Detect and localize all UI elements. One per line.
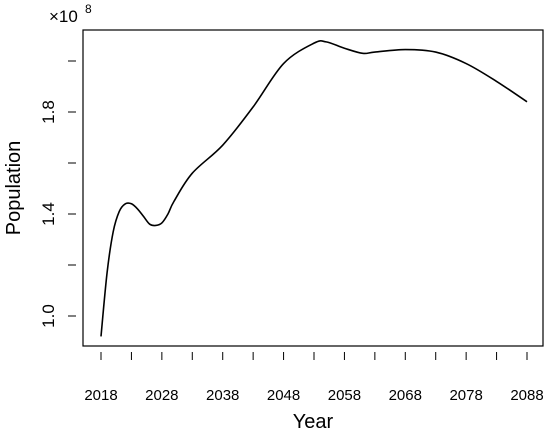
y-axis-label: Population	[3, 141, 25, 236]
x-tick-label: 2028	[145, 387, 178, 404]
x-tick-label: 2088	[510, 387, 543, 404]
series-layer	[100, 40, 528, 337]
y-tick-label: 1.8	[39, 100, 58, 124]
x-tick-label: 2018	[84, 387, 117, 404]
x-tick-label: 2038	[206, 387, 239, 404]
x-axis: 2018 2028 2038 2048 2058 2068 2078 2088	[84, 352, 544, 404]
plot-frame	[82, 29, 544, 347]
y-tick-label: 1.4	[39, 202, 58, 226]
y-axis: 1.0 1.4 1.8	[39, 60, 76, 328]
x-tick-label: 2048	[267, 387, 300, 404]
y-tick-label: 1.0	[39, 304, 58, 328]
series-line	[100, 40, 528, 337]
y-multiplier-exponent: 8	[85, 2, 92, 16]
x-axis-label: Year	[293, 411, 334, 433]
y-multiplier-label: ×10	[49, 7, 78, 26]
x-tick-label: 2068	[389, 387, 422, 404]
x-tick-label: 2078	[449, 387, 482, 404]
x-tick-label: 2058	[328, 387, 361, 404]
